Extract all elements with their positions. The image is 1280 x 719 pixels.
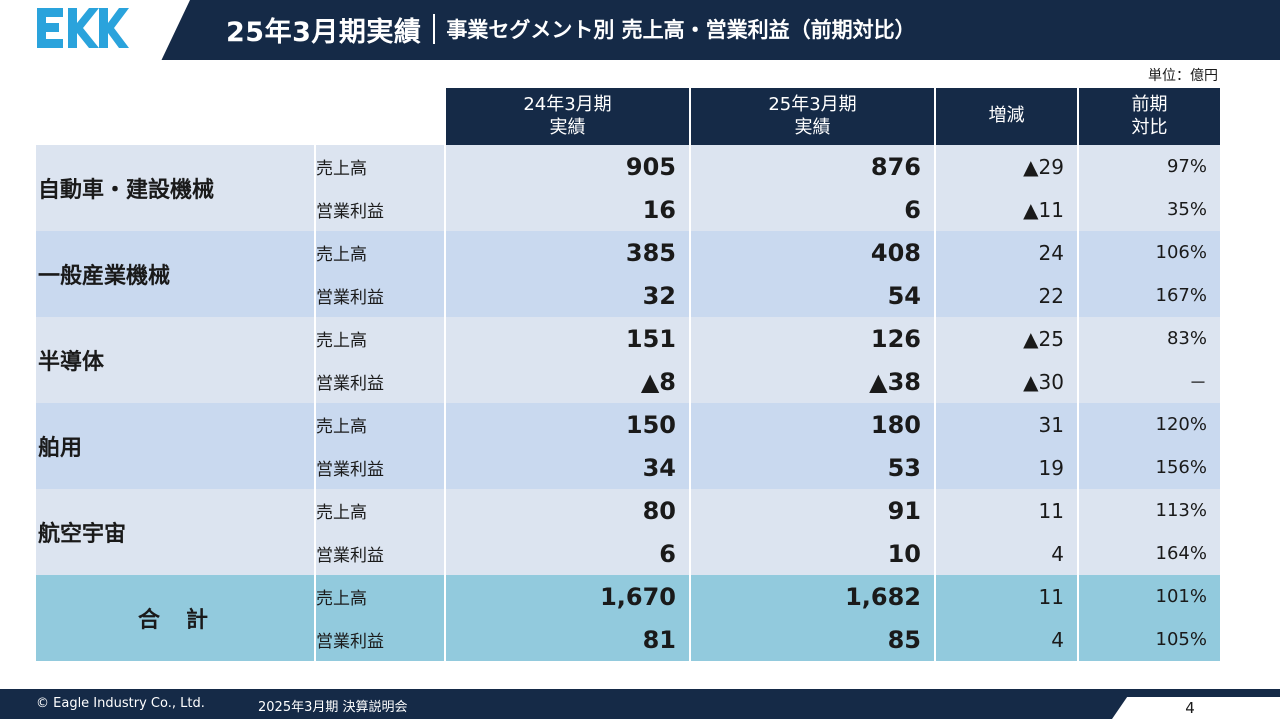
page-title: 25年3月期実績 事業セグメント別 売上高・営業利益（前期対比）	[226, 11, 916, 48]
ratio-value: 120%	[1155, 414, 1207, 435]
prev-year-value: 6	[659, 539, 676, 568]
prev-year-value: 81	[642, 625, 676, 654]
change-value: ▲29	[1023, 154, 1064, 179]
prev-year-value: 385	[625, 238, 676, 267]
column-divider	[444, 145, 446, 661]
unit-note: 単位：億円	[1148, 68, 1218, 84]
change-value: ▲25	[1023, 326, 1064, 351]
footer-event: 2025年3月期 決算説明会	[258, 700, 408, 715]
footer-copyright: © Eagle Industry Co., Ltd.	[36, 696, 205, 711]
segment-row: 舶用 売上高 150 180 31 120% 営業利益 34 53 19 156%	[36, 403, 1220, 489]
segment-name: 自動車・建設機械	[38, 178, 215, 203]
curr-year-value: 1,682	[845, 582, 921, 611]
segment-name: 舶用	[38, 436, 83, 461]
change-value: 11	[1038, 498, 1064, 523]
column-header-ratio: 前期 対比	[1079, 88, 1220, 145]
prev-year-value: 1,670	[600, 582, 676, 611]
ratio-value: 35%	[1166, 199, 1207, 220]
title-main: 25年3月期実績	[226, 16, 422, 48]
metric-label: 売上高	[316, 417, 367, 437]
metric-label: 売上高	[316, 159, 367, 179]
ratio-value: 106%	[1155, 242, 1207, 263]
metric-label: 売上高	[316, 503, 367, 523]
ratio-value: 113%	[1155, 500, 1207, 521]
footer-bar	[0, 689, 1280, 719]
curr-year-value: 126	[870, 324, 921, 353]
segment-name: 一般産業機械	[38, 264, 171, 289]
change-value: 4	[1051, 627, 1064, 652]
curr-year-value: 53	[887, 453, 921, 482]
ekk-logo-icon	[37, 8, 129, 48]
ratio-value: 83%	[1166, 328, 1207, 349]
ratio-value: 164%	[1155, 543, 1207, 564]
prev-year-value: 905	[625, 152, 676, 181]
change-value: 4	[1051, 541, 1064, 566]
segment-name: 合計	[137, 608, 234, 633]
metric-label: 売上高	[316, 331, 367, 351]
ratio-value: 97%	[1166, 156, 1207, 177]
metric-label: 営業利益	[316, 460, 384, 480]
header-bar	[0, 0, 1280, 60]
prev-year-value: 151	[625, 324, 676, 353]
segment-row: 合計 売上高 1,670 1,682 11 101% 営業利益 81 85 4 105%	[36, 575, 1220, 661]
segment-row: 航空宇宙 売上高 80 91 11 113% 営業利益 6 10 4 164%	[36, 489, 1220, 575]
prev-year-value: 80	[642, 496, 676, 525]
metric-label: 営業利益	[316, 202, 384, 222]
prev-year-value: 32	[642, 281, 676, 310]
prev-year-value: 34	[642, 453, 676, 482]
column-header-change: 増減	[936, 88, 1077, 145]
prev-year-value: ▲8	[640, 367, 676, 396]
ratio-value: 156%	[1155, 457, 1207, 478]
metric-label: 営業利益	[316, 288, 384, 308]
column-divider	[1077, 145, 1079, 661]
segment-row: 自動車・建設機械 売上高 905 876 ▲29 97% 営業利益 16 6 ▲11 35%	[36, 145, 1220, 231]
metric-label: 売上高	[316, 589, 367, 609]
curr-year-value: 85	[887, 625, 921, 654]
column-divider	[314, 145, 316, 661]
segment-row: 一般産業機械 売上高 385 408 24 106% 営業利益 32 54 22 167%	[36, 231, 1220, 317]
column-divider	[689, 145, 691, 661]
change-value: 19	[1038, 455, 1064, 480]
segment-name: 半導体	[38, 350, 105, 375]
prev-year-value: 16	[642, 195, 676, 224]
ratio-value: 167%	[1155, 285, 1207, 306]
metric-label: 売上高	[316, 245, 367, 265]
segment-row: 半導体 売上高 151 126 ▲25 83% 営業利益 ▲8 ▲38 ▲30 －	[36, 317, 1220, 403]
page-number-panel	[1112, 697, 1280, 719]
change-value: 31	[1038, 412, 1064, 437]
curr-year-value: 10	[887, 539, 921, 568]
change-value: ▲11	[1023, 197, 1064, 222]
title-separator	[433, 14, 436, 44]
page-number: 4	[1185, 699, 1195, 717]
curr-year-value: ▲38	[869, 367, 921, 396]
curr-year-value: 876	[870, 152, 921, 181]
ratio-value: －	[1189, 372, 1207, 394]
curr-year-value: 54	[887, 281, 921, 310]
curr-year-value: 180	[870, 410, 921, 439]
change-value: ▲30	[1023, 369, 1064, 394]
curr-year-value: 408	[870, 238, 921, 267]
prev-year-value: 150	[625, 410, 676, 439]
change-value: 24	[1038, 240, 1064, 265]
logo-panel	[0, 0, 190, 60]
curr-year-value: 91	[887, 496, 921, 525]
metric-label: 営業利益	[316, 374, 384, 394]
column-divider	[934, 145, 936, 661]
title-subtitle: 事業セグメント別 売上高・営業利益（前期対比）	[446, 18, 916, 42]
segment-name: 航空宇宙	[38, 522, 127, 547]
change-value: 11	[1038, 584, 1064, 609]
metric-label: 営業利益	[316, 632, 384, 652]
ratio-value: 101%	[1155, 586, 1207, 607]
column-header-prev-year: 24年3月期 実績	[446, 88, 689, 145]
ratio-value: 105%	[1155, 629, 1207, 650]
column-header-curr-year: 25年3月期 実績	[691, 88, 934, 145]
curr-year-value: 6	[904, 195, 921, 224]
change-value: 22	[1038, 283, 1064, 308]
metric-label: 営業利益	[316, 546, 384, 566]
